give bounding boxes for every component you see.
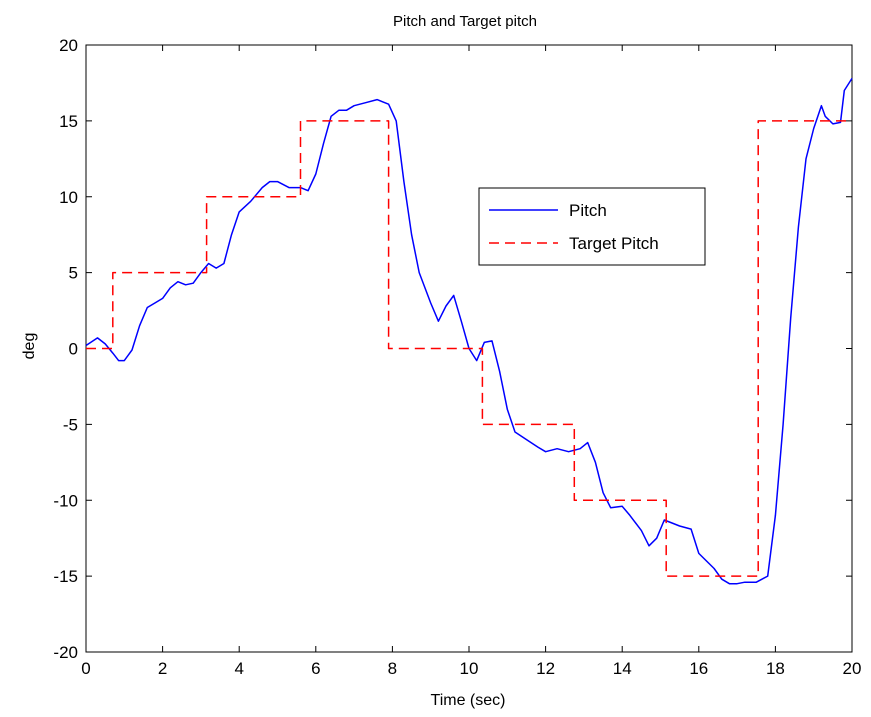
x-tick-label: 18	[766, 659, 785, 678]
y-tick-label: 15	[59, 112, 78, 131]
y-tick-label: 0	[69, 340, 78, 359]
y-tick-label: -15	[53, 567, 78, 586]
x-tick-label: 8	[388, 659, 397, 678]
x-tick-label: 12	[536, 659, 555, 678]
x-tick-label: 14	[613, 659, 632, 678]
legend-label-target-pitch: Target Pitch	[569, 234, 659, 253]
x-tick-label: 4	[234, 659, 243, 678]
x-axis: 0 2 4 6 8 10 12 14 16 18 20	[81, 45, 861, 678]
x-tick-label: 16	[689, 659, 708, 678]
y-tick-label: -5	[63, 415, 78, 434]
legend-box	[478, 187, 706, 266]
x-tick-label: 0	[81, 659, 90, 678]
legend-label-pitch: Pitch	[569, 201, 607, 220]
y-axis: -20 -15 -10 -5 0 5 10 15 20	[53, 36, 852, 662]
x-tick-label: 10	[460, 659, 479, 678]
x-axis-label: Time (sec)	[431, 692, 506, 709]
y-tick-label: -20	[53, 643, 78, 662]
y-tick-label: 5	[69, 264, 78, 283]
y-tick-label: 20	[59, 36, 78, 55]
x-tick-label: 2	[158, 659, 167, 678]
legend: Pitch Target Pitch	[478, 187, 706, 266]
series-layer	[85, 77, 853, 585]
x-tick-label: 20	[843, 659, 862, 678]
y-axis-label: deg	[21, 333, 38, 360]
x-tick-label: 6	[311, 659, 320, 678]
chart-title: Pitch and Target pitch	[393, 13, 537, 30]
series-line-target-pitch	[86, 120, 852, 577]
plot-area: 0 2 4 6 8 10 12 14 16 18 20 -20 -15 -10 -5 0 5 10 15 20	[53, 36, 861, 678]
y-tick-label: 10	[59, 188, 78, 207]
y-tick-label: -10	[53, 491, 78, 510]
